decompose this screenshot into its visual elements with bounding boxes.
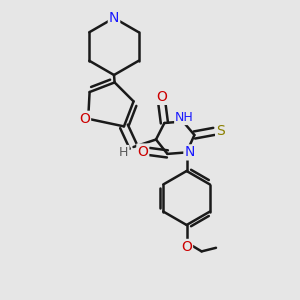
Text: H: H bbox=[119, 146, 129, 159]
Text: N: N bbox=[109, 11, 119, 25]
Text: O: O bbox=[181, 240, 192, 254]
Text: S: S bbox=[216, 124, 225, 138]
Text: NH: NH bbox=[175, 111, 194, 124]
Text: O: O bbox=[137, 145, 148, 158]
Text: N: N bbox=[184, 146, 195, 159]
Text: O: O bbox=[157, 90, 167, 104]
Text: O: O bbox=[79, 112, 90, 126]
